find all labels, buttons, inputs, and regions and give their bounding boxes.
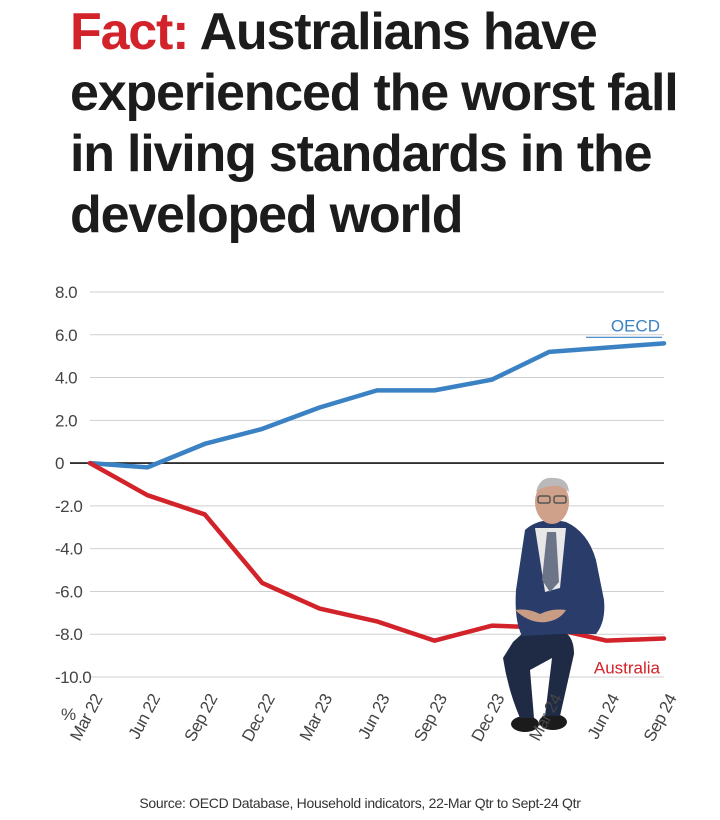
y-tick-label: -8.0 [55, 625, 82, 644]
y-axis-ticks: 8.0 6.0 4.0 2.0 0 -2.0 -4.0 -6.0 -8.0 -10.0 [55, 283, 92, 687]
x-tick-label: Mar 23 [296, 691, 336, 744]
x-tick-label: Jun 22 [125, 691, 164, 742]
line-chart: 8.0 6.0 4.0 2.0 0 -2.0 -4.0 -6.0 -8.0 -10.0 % OEC… [55, 283, 681, 745]
x-axis-ticks: Mar 22 Jun 22 Sep 22 Dec 22 Mar 23 Jun 23 Sep … [66, 691, 680, 745]
y-tick-label: -2.0 [55, 497, 82, 516]
headline-text: Australians have experienced the worst f… [70, 3, 679, 244]
x-tick-label: Dec 23 [468, 691, 509, 745]
y-tick-label: 2.0 [55, 411, 77, 430]
x-tick-label: Jun 24 [584, 691, 623, 742]
y-tick-label: -10.0 [55, 668, 91, 687]
y-tick-label: -4.0 [55, 540, 82, 559]
x-tick-label: Dec 22 [238, 691, 279, 745]
x-tick-label: Sep 22 [181, 691, 222, 745]
x-tick-label: Sep 24 [640, 691, 681, 745]
source-note: Source: OECD Database, Household indicat… [139, 795, 581, 811]
y-tick-label: 0 [55, 454, 64, 473]
series-label-australia: Australia [594, 659, 661, 678]
x-tick-label: Sep 23 [410, 691, 451, 745]
y-tick-label: 6.0 [55, 326, 77, 345]
y-tick-label: 8.0 [55, 283, 77, 302]
person-seated-photo [503, 477, 605, 732]
y-axis-unit: % [61, 705, 76, 724]
headline: Fact: Australians have experienced the w… [70, 2, 710, 246]
y-tick-label: 4.0 [55, 369, 77, 388]
headline-kicker: Fact: [70, 3, 189, 61]
series-line-oecd [87, 341, 667, 470]
y-tick-label: -6.0 [55, 582, 82, 601]
x-tick-label: Jun 23 [354, 691, 393, 742]
series-label-oecd: OECD [611, 316, 660, 335]
series-labels: OECD Australia [586, 316, 662, 678]
